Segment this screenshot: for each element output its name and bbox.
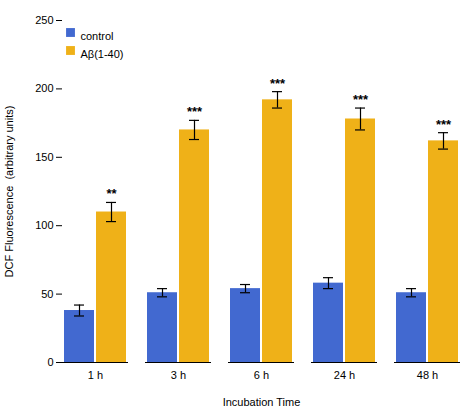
svg-text:Aβ(1-40): Aβ(1-40) xyxy=(81,48,124,60)
svg-text:***: *** xyxy=(436,117,452,132)
svg-text:***: *** xyxy=(353,92,369,107)
svg-text:24 h: 24 h xyxy=(334,369,355,381)
svg-text:***: *** xyxy=(270,76,286,91)
svg-text:250: 250 xyxy=(35,14,53,26)
svg-text:100: 100 xyxy=(35,219,53,231)
svg-text:1 h: 1 h xyxy=(88,369,103,381)
svg-text:200: 200 xyxy=(35,82,53,94)
svg-text:***: *** xyxy=(187,104,203,119)
svg-text:48 h: 48 h xyxy=(417,369,438,381)
svg-text:Incubation Time: Incubation Time xyxy=(223,396,301,408)
svg-text:0: 0 xyxy=(47,356,53,368)
svg-text:150: 150 xyxy=(35,151,53,163)
svg-text:DCF Fluorescence (arbitrary u: DCF Fluorescence (arbitrary units) xyxy=(3,106,15,278)
svg-text:control: control xyxy=(81,30,114,42)
svg-text:**: ** xyxy=(106,186,117,201)
svg-text:6 h: 6 h xyxy=(254,369,269,381)
svg-text:50: 50 xyxy=(41,288,53,300)
svg-text:3 h: 3 h xyxy=(171,369,186,381)
